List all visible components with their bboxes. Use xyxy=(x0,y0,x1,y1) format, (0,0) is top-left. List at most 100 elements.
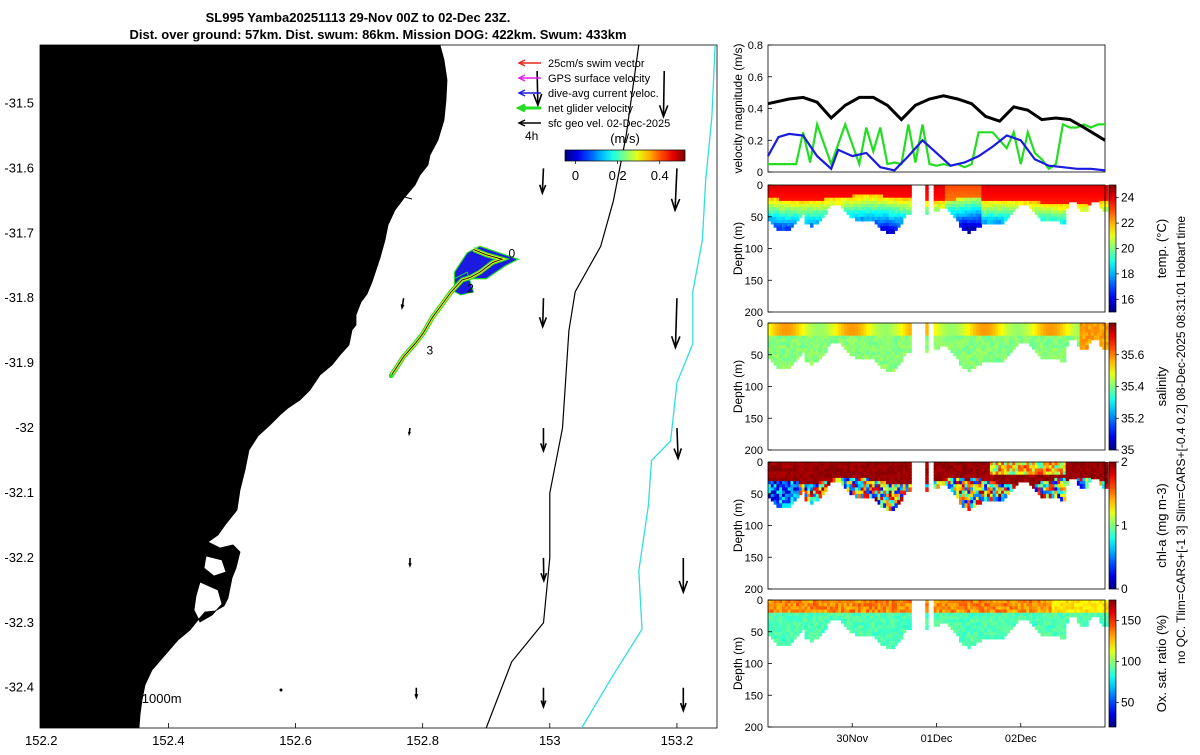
section-colorbar-tick-label: 22 xyxy=(1121,216,1135,230)
colorbar-tick-label: 0.2 xyxy=(609,168,627,183)
section-colorbar-tick-label: 0 xyxy=(1121,582,1128,596)
geo-velocity-vector xyxy=(409,558,411,566)
legend-label: net glider velocity xyxy=(548,103,633,115)
section-y-tick-label: 50 xyxy=(751,350,763,362)
section-colorbar-tick-label: 20 xyxy=(1121,242,1135,256)
colorbar-tick-label: 0.4 xyxy=(651,168,669,183)
section-y-label: Depth (m) xyxy=(731,637,745,690)
section-colorbar-tick-label: 2 xyxy=(1121,455,1128,469)
map-panel: 0 2 3 152.2 152.4 152.6 152.8 153 153.2 -31.5 -31… xyxy=(4,45,826,748)
coast-island xyxy=(243,433,245,435)
section-colorbar-tick-label: 16 xyxy=(1121,292,1135,306)
section-colorbar-tick-label: 35.4 xyxy=(1121,380,1145,394)
figure-title-line2: Dist. over ground: 57km. Dist. swum: 86k… xyxy=(129,27,626,42)
velocity-y-tick-label: 0.8 xyxy=(748,40,763,52)
section-y-tick-label: 150 xyxy=(745,413,763,425)
figure-title-line1: SL995 Yamba20251113 29-Nov 00Z to 02-Dec… xyxy=(206,10,511,25)
section-y-tick-label: 200 xyxy=(745,445,763,457)
section-colorbar xyxy=(1109,462,1116,589)
track-time-label: 0 xyxy=(508,246,515,260)
section-y-tick-label: 0 xyxy=(757,318,763,330)
coast-island xyxy=(280,689,283,692)
section-y-label: Depth (m) xyxy=(731,222,745,275)
time-x-tick-label: 01Dec xyxy=(921,733,953,745)
section-colorbar-tick-label: 35.2 xyxy=(1121,411,1145,425)
map-y-tick-label: -32.1 xyxy=(4,485,34,500)
map-x-tick-label: 152.6 xyxy=(279,733,312,748)
section-colorbar-label: salinity xyxy=(1154,366,1169,406)
map-y-tick-label: -31.9 xyxy=(4,355,34,370)
section-y-tick-label: 100 xyxy=(745,521,763,533)
section-y-tick-label: 50 xyxy=(751,627,763,639)
section-colorbar-tick-label: 150 xyxy=(1121,613,1141,627)
section-colorbar xyxy=(1109,600,1116,727)
section-colorbar-tick-label: 100 xyxy=(1121,654,1141,668)
velocity-y-tick-label: 0.6 xyxy=(748,72,763,84)
section-colorbar-label: chl-a (mg m-3) xyxy=(1154,483,1169,568)
section-colorbar xyxy=(1109,323,1116,450)
map-y-tick-label: -32.2 xyxy=(4,550,34,565)
map-x-tick-label: 152.4 xyxy=(152,733,185,748)
track-time-label: 3 xyxy=(426,344,433,358)
legend-label: sfc geo vel. 02-Dec-2025 xyxy=(548,118,670,130)
qc-side-note: no QC. Tlim=CARS+[-1 3] Slim=CARS+[-0.4 … xyxy=(1174,216,1188,664)
section-y-tick-label: 100 xyxy=(745,382,763,394)
section-y-tick-label: 150 xyxy=(745,275,763,287)
velocity-y-tick-label: 0.2 xyxy=(748,135,763,147)
section-colorbar-tick-label: 1 xyxy=(1121,519,1128,533)
section-y-tick-label: 50 xyxy=(751,212,763,224)
map-y-tick-label: -31.7 xyxy=(4,225,34,240)
section-y-tick-label: 0 xyxy=(757,595,763,607)
legend-label: dive-avg current veloc. xyxy=(548,88,659,100)
section-y-label: Depth (m) xyxy=(731,360,745,413)
oxygen-section-panel: 0 50 100 150 200 Depth (m) 50 100 150 Ox. sat. ra… xyxy=(731,595,1169,745)
section-colorbar-tick-label: 24 xyxy=(1121,191,1135,205)
time-label: 4h xyxy=(525,129,538,143)
section-colorbar-label: temp. (°C) xyxy=(1154,219,1169,278)
section-y-tick-label: 0 xyxy=(757,180,763,192)
velocity-y-tick-label: 0 xyxy=(757,167,763,179)
section-y-tick-label: 100 xyxy=(745,659,763,671)
map-y-tick-label: -31.5 xyxy=(4,95,34,110)
map-y-tick-label: -32.4 xyxy=(4,680,34,695)
section-colorbar-label: Ox. sat. ratio (%) xyxy=(1154,615,1169,713)
map-y-tick-label: -32 xyxy=(15,420,34,435)
colorbar-title: (m/s) xyxy=(610,131,640,146)
section-y-tick-label: 50 xyxy=(751,489,763,501)
map-x-tick-label: 152.8 xyxy=(406,733,439,748)
colorbar-tick-label: 0 xyxy=(572,168,579,183)
velocity-y-label: velocity magnitude (m/s) xyxy=(731,43,745,173)
legend-label: GPS surface velocity xyxy=(548,73,651,85)
legend-label: 25cm/s swim vector xyxy=(548,58,645,70)
geo-velocity-vector xyxy=(415,688,417,698)
time-x-tick-label: 02Dec xyxy=(1005,733,1037,745)
map-y-tick-label: -31.6 xyxy=(4,160,34,175)
map-y-tick-label: -32.3 xyxy=(4,615,34,630)
section-y-tick-label: 0 xyxy=(757,457,763,469)
track-time-label: 2 xyxy=(467,281,474,295)
map-x-tick-label: 153 xyxy=(539,733,561,748)
section-colorbar-tick-label: 18 xyxy=(1121,267,1135,281)
map-y-tick-label: -31.8 xyxy=(4,290,34,305)
isobaths-note: isobaths: 0 200 1000m xyxy=(50,691,182,706)
track-end-marker xyxy=(389,374,393,378)
section-colorbar xyxy=(1109,185,1116,312)
time-x-tick-label: 30Nov xyxy=(836,733,868,745)
velocity-y-tick-label: 0.4 xyxy=(748,104,763,116)
map-x-tick-label: 153.2 xyxy=(661,733,694,748)
section-y-tick-label: 200 xyxy=(745,722,763,734)
colorbar-bar xyxy=(565,150,685,161)
section-y-tick-label: 150 xyxy=(745,552,763,564)
section-colorbar-tick-label: 35.6 xyxy=(1121,348,1145,362)
section-y-tick-label: 100 xyxy=(745,244,763,256)
section-colorbar-tick-label: 50 xyxy=(1121,695,1135,709)
section-y-tick-label: 150 xyxy=(745,690,763,702)
section-y-label: Depth (m) xyxy=(731,499,745,552)
map-x-tick-label: 152.2 xyxy=(25,733,58,748)
